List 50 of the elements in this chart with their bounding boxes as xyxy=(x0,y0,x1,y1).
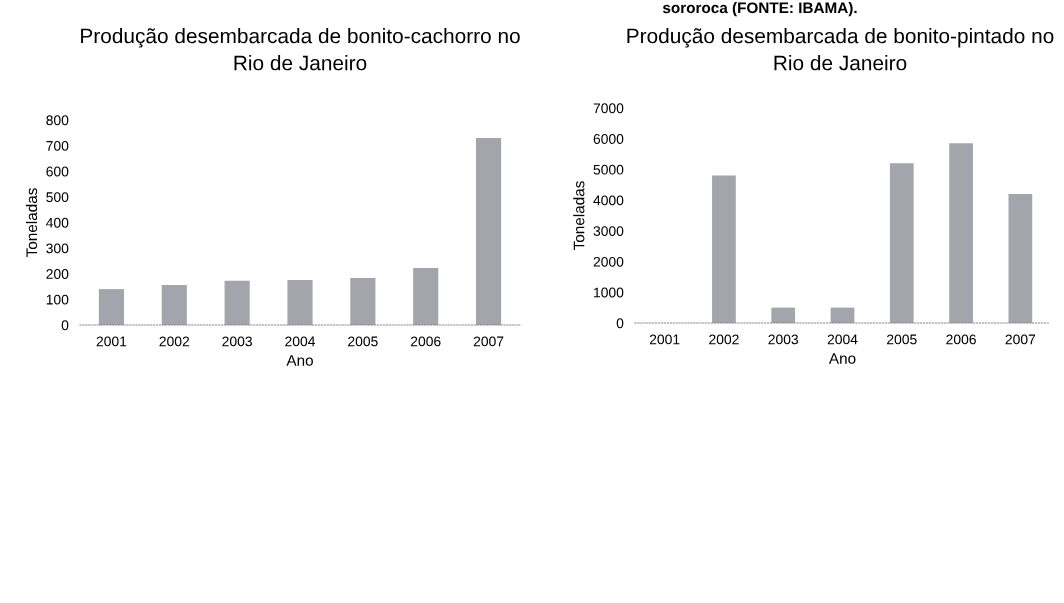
bar xyxy=(949,143,973,323)
y-tick-label: 400 xyxy=(46,217,69,228)
y-tick-label: 7000 xyxy=(593,103,624,114)
y-tick-label: 500 xyxy=(46,192,69,203)
y-tick-label: 0 xyxy=(61,320,69,331)
x-tick-label: 2003 xyxy=(222,336,252,347)
x-tick-label: 2006 xyxy=(946,334,976,345)
x-tick-label: 2001 xyxy=(96,336,127,347)
bar xyxy=(224,280,250,325)
x-tick-label: 2006 xyxy=(410,336,441,347)
y-tick-label: 4000 xyxy=(593,195,624,206)
x-tick-label: 2004 xyxy=(285,336,316,347)
x-axis-title: Ano xyxy=(828,353,856,364)
y-tick-label: 800 xyxy=(46,115,69,126)
y-tick-label: 6000 xyxy=(593,134,624,144)
bar xyxy=(350,278,376,325)
chart-title: Produção desembarcada de bonito-cachorro no Rio de Janeiro xyxy=(81,28,520,71)
y-tick-label: 2000 xyxy=(593,256,624,267)
bar xyxy=(161,285,187,325)
y-axis-title: Toneladas xyxy=(25,188,38,257)
bar xyxy=(413,268,439,325)
y-axis-title: Toneladas xyxy=(573,181,585,250)
x-tick-label: 2007 xyxy=(1005,334,1036,345)
bar xyxy=(712,175,736,323)
bar xyxy=(98,289,124,325)
y-tick-label: 300 xyxy=(46,243,69,254)
bar xyxy=(889,163,914,323)
bar xyxy=(1008,194,1033,323)
y-tick-label: 5000 xyxy=(593,164,624,175)
x-tick-label: 2003 xyxy=(768,334,799,345)
y-tick-label: 200 xyxy=(46,269,69,279)
chart-title: Produção desembarcada de bonito-pintado no Rio de Janeiro xyxy=(627,28,1054,71)
x-tick-label: 2004 xyxy=(827,334,858,345)
x-axis-title: Ano xyxy=(286,355,313,366)
x-tick-label: 2007 xyxy=(473,336,504,347)
x-tick-label: 2005 xyxy=(887,334,917,345)
y-tick-label: 700 xyxy=(46,140,69,151)
y-tick-label: 1000 xyxy=(594,287,624,298)
y-tick-label: 3000 xyxy=(593,226,624,237)
x-tick-label: 2001 xyxy=(649,334,680,345)
y-tick-label: 600 xyxy=(46,166,69,177)
bar xyxy=(771,307,796,323)
bar xyxy=(476,137,502,325)
x-tick-label: 2002 xyxy=(159,336,190,347)
x-tick-label: 2005 xyxy=(348,336,378,347)
bar xyxy=(287,279,313,325)
text: sororoca (FONTE: IBAMA). xyxy=(662,2,857,17)
y-tick-label: 0 xyxy=(616,318,624,329)
x-tick-label: 2002 xyxy=(709,334,739,345)
y-tick-label: 100 xyxy=(46,294,69,305)
